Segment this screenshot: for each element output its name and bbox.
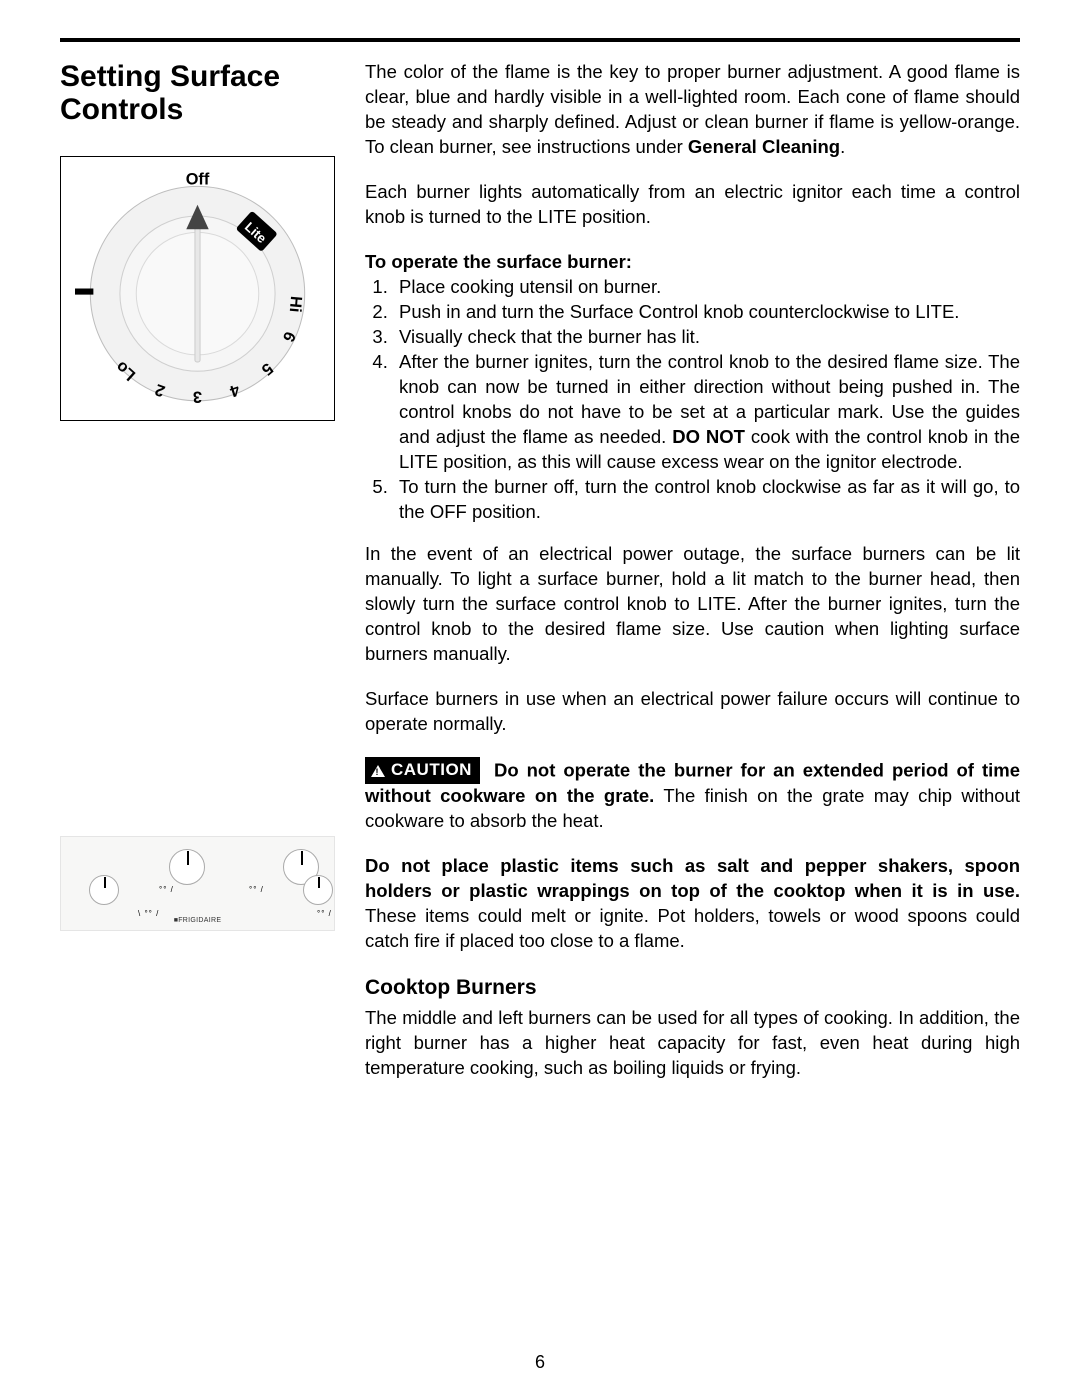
plastic-warning-paragraph: Do not place plastic items such as salt … <box>365 854 1020 954</box>
intro-paragraph: The color of the flame is the key to pro… <box>365 60 1020 160</box>
plastic-bold: Do not place plastic items such as salt … <box>365 855 1020 901</box>
knob-off-label: Off <box>186 170 210 188</box>
plastic-rest: These items could melt or ignite. Pot ho… <box>365 905 1020 951</box>
svg-text:Hi: Hi <box>286 295 305 313</box>
page-body: Setting Surface Controls Off Lit <box>60 60 1020 1101</box>
knob-svg: Off Lite Hi 6 5 4 3 2 Lo <box>75 166 320 411</box>
warning-triangle-icon <box>371 765 385 777</box>
knob-figure: Off Lite Hi 6 5 4 3 2 Lo <box>60 156 335 421</box>
right-column: The color of the flame is the key to pro… <box>365 60 1020 1101</box>
intro-text-b: . <box>840 136 845 157</box>
caution-paragraph: CAUTION Do not operate the burner for an… <box>365 757 1020 834</box>
panel-knob-4 <box>303 875 333 905</box>
panel-knob-2 <box>169 849 205 885</box>
panel-markings-4: °° / <box>317 909 332 918</box>
intro-bold: General Cleaning <box>688 136 840 157</box>
step-4: After the burner ignites, turn the contr… <box>393 350 1020 475</box>
panel-markings-3: °° / <box>249 885 264 894</box>
panel-brand: ■FRIGIDAIRE <box>174 917 222 924</box>
in-use-paragraph: Surface burners in use when an electrica… <box>365 687 1020 737</box>
section-title: Setting Surface Controls <box>60 60 335 126</box>
step-1: Place cooking utensil on burner. <box>393 275 1020 300</box>
power-outage-paragraph: In the event of an electrical power outa… <box>365 542 1020 667</box>
step-5: To turn the burner off, turn the control… <box>393 475 1020 525</box>
step-2: Push in and turn the Surface Control kno… <box>393 300 1020 325</box>
page-number: 6 <box>0 1352 1080 1373</box>
panel-markings-1: \ °° / <box>138 909 159 918</box>
panel-knob-1 <box>89 875 119 905</box>
caution-badge: CAUTION <box>365 757 480 784</box>
cooktop-heading: Cooktop Burners <box>365 974 1020 1002</box>
cooktop-body: The middle and left burners can be used … <box>365 1006 1020 1081</box>
top-rule <box>60 38 1020 42</box>
panel-markings-2: °° / <box>159 885 174 894</box>
auto-ignite-paragraph: Each burner lights automatically from an… <box>365 180 1020 230</box>
operate-steps: Place cooking utensil on burner. Push in… <box>365 275 1020 525</box>
step-3: Visually check that the burner has lit. <box>393 325 1020 350</box>
step4-bold: DO NOT <box>672 426 745 447</box>
control-panel-figure: \ °° / °° / °° / °° / ■FRIGIDAIRE <box>60 836 335 931</box>
svg-text:3: 3 <box>193 388 202 406</box>
operate-heading: To operate the surface burner: <box>365 250 1020 275</box>
caution-label: CAUTION <box>391 759 472 782</box>
left-column: Setting Surface Controls Off Lit <box>60 60 335 1101</box>
